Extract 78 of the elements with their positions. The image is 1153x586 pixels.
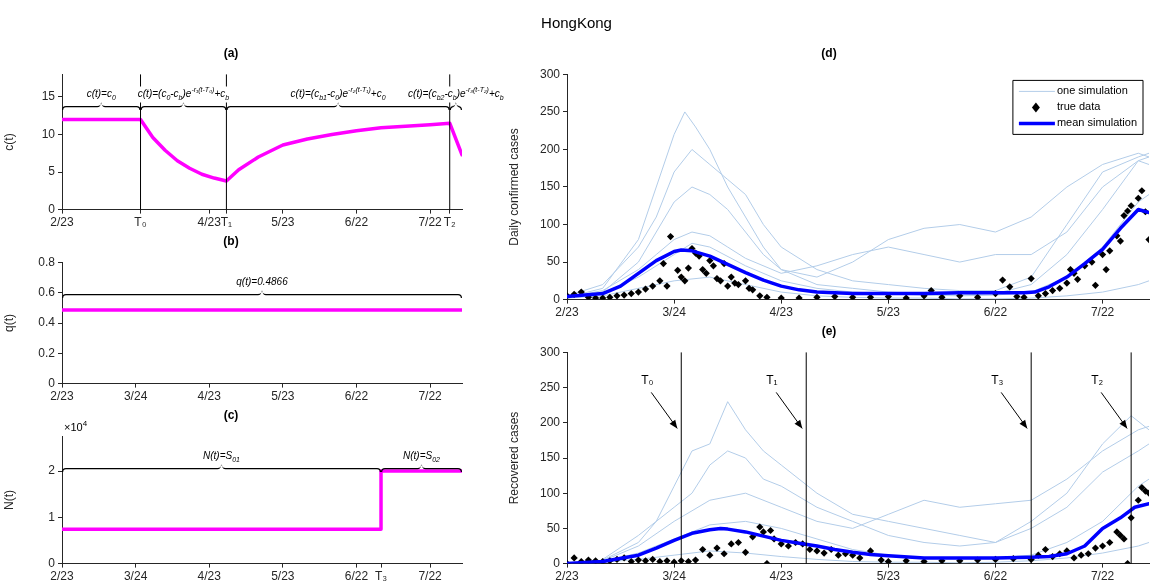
y-tick-label: 200 — [539, 141, 561, 156]
y-tick-label: 1 — [48, 509, 56, 524]
y-tick-label: 250 — [539, 379, 561, 394]
x-tick-label: 6/22 — [344, 569, 369, 584]
chart-title: (d) — [821, 45, 837, 60]
x-tick-label: 4/23 — [769, 305, 794, 320]
y-tick-label: 50 — [546, 254, 561, 269]
y-tick-label: 150 — [539, 179, 561, 194]
annotation: q(t)=0.4866 — [236, 276, 289, 288]
y-tick-label: 0 — [48, 201, 56, 216]
ref-line-label: T₂ — [1091, 372, 1104, 387]
x-tick-label: 5/23 — [876, 569, 901, 584]
y-tick-label: 0.6 — [38, 285, 56, 300]
ref-line-label: T₀ — [641, 372, 654, 387]
chart-title: (b) — [223, 233, 239, 248]
ref-line-label: T₁ — [766, 372, 778, 387]
legend-label: true data — [1056, 100, 1102, 113]
chart-title: (c) — [223, 407, 239, 422]
y-tick-label: 150 — [539, 450, 561, 465]
text: HongKong — [541, 14, 612, 31]
y-tick-label: 0.2 — [38, 345, 56, 360]
x-tick-label: 6/22 — [344, 389, 369, 404]
x-tick-label: 2/23 — [50, 215, 74, 230]
legend-label: one simulation — [1056, 84, 1128, 97]
x-tick-label: 3/24 — [662, 569, 687, 584]
x-tick-label: 7/22 — [1090, 305, 1115, 320]
y-axis-title: Recovered cases — [506, 411, 521, 505]
x-tick-label: 3/24 — [123, 569, 148, 584]
x-tick-label: 2/23 — [555, 569, 579, 584]
y-tick-label: 0 — [553, 291, 561, 306]
x-tick-label: 4/23 — [197, 389, 222, 404]
x-tick-label: 5/23 — [271, 215, 295, 230]
y-tick-label: 15 — [41, 89, 56, 104]
y-tick-label: 300 — [539, 344, 561, 359]
y-tick-label: 0.8 — [38, 254, 56, 269]
x-tick-label: 7/22 — [418, 389, 443, 404]
x-tick-label: 7/22 — [1090, 569, 1115, 584]
y-tick-label: 10 — [41, 126, 56, 141]
x-tick-label: T₁ — [220, 215, 233, 230]
x-tick-label: 7/22 — [418, 215, 443, 230]
y-tick-label: 100 — [539, 485, 561, 500]
y-tick-label: 50 — [546, 520, 561, 535]
x-tick-label: 6/22 — [983, 569, 1008, 584]
y-tick-label: 0 — [48, 555, 56, 570]
ref-line-label: T₃ — [991, 372, 1004, 387]
x-tick-label: 3/24 — [662, 305, 687, 320]
x-tick-label: 7/22 — [418, 569, 443, 584]
x-tick-label: 3/24 — [123, 389, 148, 404]
y-tick-label: 2 — [48, 463, 56, 478]
y-tick-label: 0 — [553, 555, 561, 570]
x-tick-label: T₃ — [374, 569, 388, 584]
x-tick-label: 2/23 — [555, 305, 579, 320]
x-tick-label: 6/22 — [983, 305, 1008, 320]
x-tick-label: T₀ — [134, 215, 147, 230]
y-tick-label: 100 — [539, 216, 561, 231]
x-tick-label: 4/23 — [769, 569, 794, 584]
x-tick-label: 2/23 — [50, 389, 74, 404]
chart-title: (e) — [821, 323, 837, 338]
x-tick-label: 5/23 — [271, 389, 295, 404]
y-tick-label: 5 — [48, 164, 56, 179]
y-axis-title: Daily confirmed cases — [506, 128, 521, 246]
x-tick-label: 5/23 — [876, 305, 901, 320]
x-tick-label: 4/23 — [197, 569, 222, 584]
y-tick-label: 0 — [48, 375, 56, 390]
y-tick-label: 200 — [539, 415, 561, 430]
x-tick-label: 6/22 — [344, 215, 369, 230]
x-tick-label: T₂ — [443, 215, 457, 230]
y-axis-title: q(t) — [1, 314, 16, 332]
x-tick-label: 5/23 — [271, 569, 295, 584]
y-axis-title: N(t) — [1, 490, 16, 510]
y-tick-label: 0.4 — [38, 315, 56, 330]
y-tick-label: 300 — [539, 66, 561, 81]
legend-label: mean simulation — [1056, 116, 1137, 129]
x-tick-label: 2/23 — [50, 569, 74, 584]
chart-title: (a) — [223, 45, 239, 60]
y-axis-title: c(t) — [1, 133, 16, 151]
y-tick-label: 250 — [539, 104, 561, 119]
x-tick-label: 4/23 — [197, 215, 222, 230]
